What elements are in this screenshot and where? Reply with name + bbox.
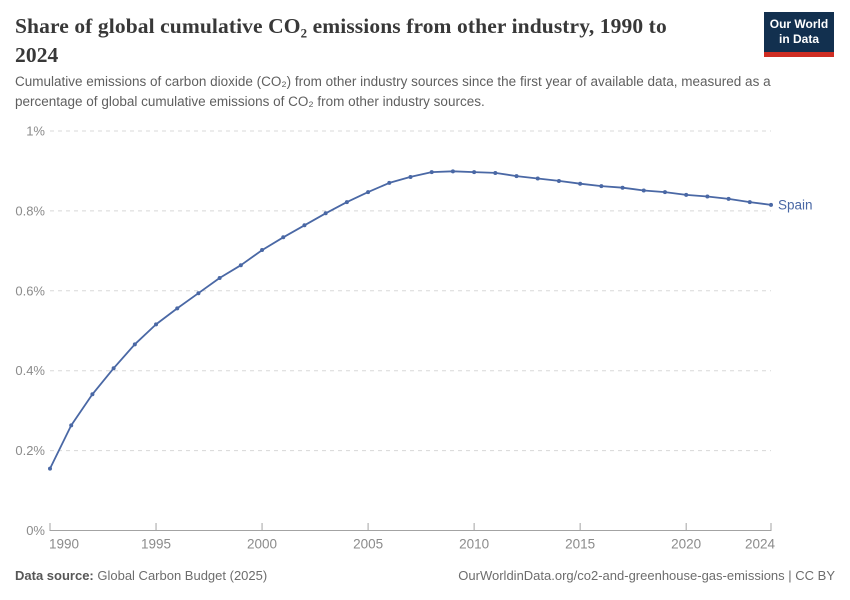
x-axis-tick-label: 2020 bbox=[671, 537, 701, 552]
data-point[interactable] bbox=[408, 174, 413, 179]
owid-url-license[interactable]: OurWorldinData.org/co2-and-greenhouse-ga… bbox=[458, 568, 835, 583]
y-axis-tick-label: 0.2% bbox=[15, 443, 45, 458]
x-axis-tick-label: 2005 bbox=[353, 537, 383, 552]
data-point[interactable] bbox=[747, 200, 752, 205]
x-axis-tick-label: 2010 bbox=[459, 537, 489, 552]
x-axis-tick-label: 2024 bbox=[745, 537, 776, 552]
page-title: Share of global cumulative CO₂ emissions… bbox=[15, 14, 667, 67]
data-point[interactable] bbox=[387, 180, 392, 185]
data-point[interactable] bbox=[662, 190, 667, 195]
y-axis-tick-label: 0.8% bbox=[15, 203, 45, 218]
data-point[interactable] bbox=[90, 392, 95, 397]
data-point[interactable] bbox=[302, 223, 307, 228]
data-point[interactable] bbox=[111, 366, 116, 371]
data-point[interactable] bbox=[705, 194, 710, 199]
data-point[interactable] bbox=[323, 211, 328, 216]
data-point[interactable] bbox=[599, 184, 604, 189]
data-source: Data source: Global Carbon Budget (2025) bbox=[15, 568, 267, 583]
data-point[interactable] bbox=[535, 176, 540, 181]
x-axis-tick-label: 1990 bbox=[49, 537, 79, 552]
x-axis-tick-label: 2015 bbox=[565, 537, 595, 552]
data-point[interactable] bbox=[260, 248, 265, 253]
data-point[interactable] bbox=[620, 185, 625, 190]
owid-logo-line2: in Data bbox=[778, 32, 819, 47]
data-point[interactable] bbox=[196, 291, 201, 296]
data-point[interactable] bbox=[366, 190, 371, 195]
data-point[interactable] bbox=[48, 466, 52, 471]
owid-logo[interactable]: Our World in Data bbox=[764, 12, 834, 57]
data-point[interactable] bbox=[726, 196, 731, 201]
data-point[interactable] bbox=[514, 174, 519, 179]
entity-label-spain[interactable]: Spain bbox=[778, 197, 813, 212]
data-point[interactable] bbox=[578, 181, 583, 186]
data-point[interactable] bbox=[175, 306, 180, 311]
y-axis-tick-label: 0.6% bbox=[15, 283, 45, 298]
series-line-spain[interactable] bbox=[49, 170, 772, 470]
data-point[interactable] bbox=[641, 188, 646, 193]
data-point[interactable] bbox=[769, 202, 773, 207]
x-axis-tick-label: 2000 bbox=[247, 537, 277, 552]
data-point[interactable] bbox=[493, 170, 498, 175]
data-point[interactable] bbox=[132, 342, 137, 347]
data-point[interactable] bbox=[344, 200, 349, 205]
data-point[interactable] bbox=[472, 170, 477, 175]
y-axis-tick-label: 1% bbox=[26, 124, 45, 139]
data-point[interactable] bbox=[556, 178, 561, 183]
data-source-label: Data source: bbox=[15, 568, 94, 583]
data-point[interactable] bbox=[238, 263, 243, 268]
data-point[interactable] bbox=[429, 170, 434, 175]
data-point[interactable] bbox=[684, 192, 689, 197]
owid-logo-line1: Our World bbox=[769, 17, 829, 31]
x-axis-tick-label: 1995 bbox=[141, 537, 171, 552]
data-point[interactable] bbox=[281, 235, 286, 240]
chart-subtitle: Cumulative emissions of carbon dioxide (… bbox=[15, 74, 771, 110]
chart-footer: Data source: Global Carbon Budget (2025)… bbox=[15, 568, 835, 583]
data-point[interactable] bbox=[154, 322, 159, 327]
data-point[interactable] bbox=[217, 276, 222, 281]
y-axis-tick-label: 0% bbox=[26, 523, 45, 538]
data-source-value: Global Carbon Budget (2025) bbox=[93, 568, 268, 583]
data-point[interactable] bbox=[450, 169, 455, 174]
y-axis-tick-label: 0.4% bbox=[15, 363, 45, 378]
data-point[interactable] bbox=[69, 423, 74, 428]
